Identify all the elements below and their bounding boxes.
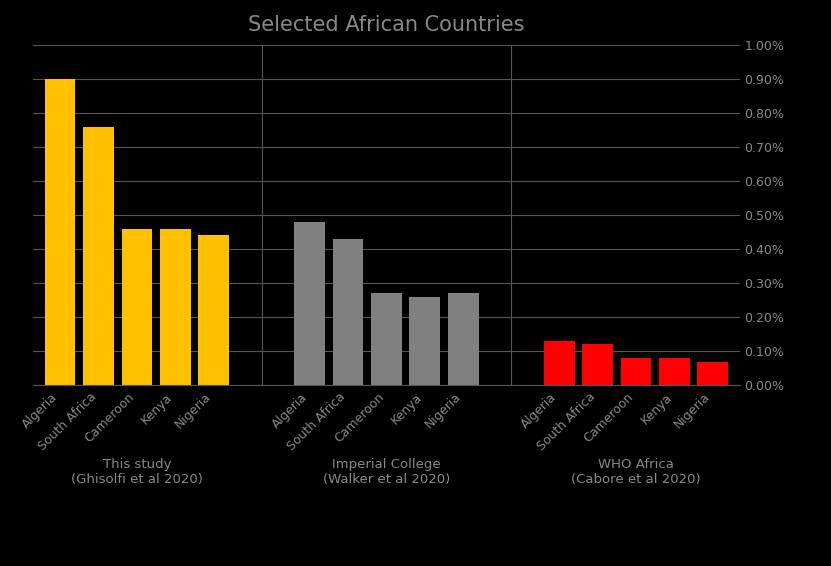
Bar: [621, 358, 652, 385]
Bar: [659, 358, 690, 385]
Bar: [199, 235, 229, 385]
Bar: [371, 293, 401, 385]
Bar: [448, 293, 479, 385]
Bar: [45, 79, 76, 385]
Bar: [543, 341, 574, 385]
Bar: [332, 239, 363, 385]
Text: Imperial College
(Walker et al 2020): Imperial College (Walker et al 2020): [322, 458, 450, 486]
Title: Selected African Countries: Selected African Countries: [248, 15, 524, 36]
Bar: [583, 344, 613, 385]
Bar: [83, 127, 114, 385]
Text: This study
(Ghisolfi et al 2020): This study (Ghisolfi et al 2020): [71, 458, 203, 486]
Text: WHO Africa
(Cabore et al 2020): WHO Africa (Cabore et al 2020): [571, 458, 701, 486]
Bar: [410, 297, 440, 385]
Bar: [294, 222, 325, 385]
Bar: [160, 229, 190, 385]
Bar: [697, 362, 728, 385]
Bar: [121, 229, 152, 385]
